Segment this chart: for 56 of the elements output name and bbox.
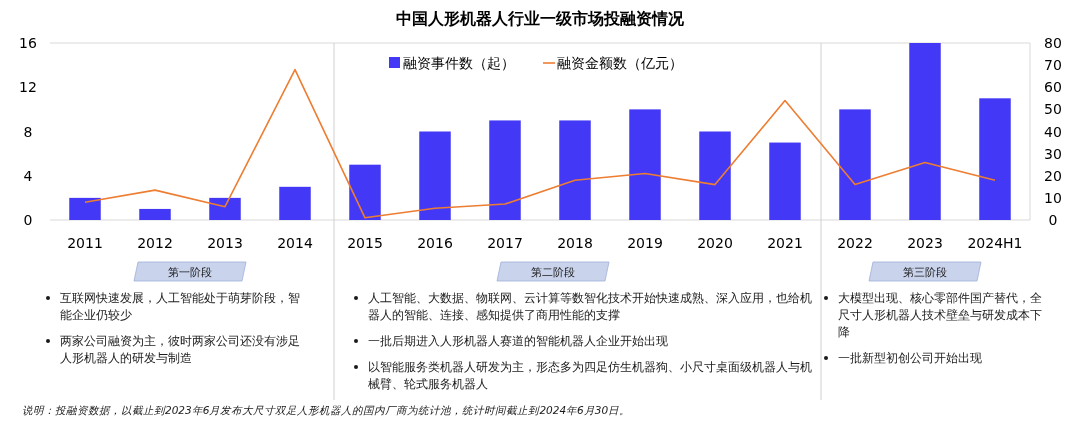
x-tick-label: 2017 <box>487 235 523 251</box>
x-tick-label: 2019 <box>627 235 663 251</box>
bar <box>139 208 171 220</box>
y2-tick-label: 40 <box>1044 123 1062 140</box>
y2-tick-label: 50 <box>1044 101 1062 118</box>
y-tick-label: 12 <box>19 79 37 96</box>
x-tick-label: 2021 <box>767 235 803 251</box>
y-tick-label: 16 <box>19 35 37 51</box>
bar <box>769 142 801 220</box>
text: 两家公司融资为主，彼时两家公司还没有涉足人形机器人的研发与制造 <box>60 334 300 365</box>
y2-tick-label: 70 <box>1044 57 1062 74</box>
y2-tick-label: 0 <box>1048 212 1058 228</box>
text: 以智能服务类机器人研发为主，形态多为四足仿生机器狗、小尺寸桌面级机器人与机械臂、轮式服务机器人 <box>368 360 812 391</box>
text: 互联网快速发展，人工智能处于萌芽阶段，智能企业仍较少 <box>60 291 300 322</box>
bar <box>209 197 241 220</box>
y2-tick-label: 30 <box>1044 145 1062 162</box>
legend-label: 融资金额数（亿元） <box>557 55 683 71</box>
y2-tick-label: 20 <box>1044 167 1062 184</box>
text: 第三阶段 <box>903 266 947 279</box>
x-tick-label: 2022 <box>837 235 873 251</box>
text: 第二阶段 <box>531 266 575 279</box>
x-tick-label: 2015 <box>347 235 383 251</box>
x-tick-label: 2011 <box>67 235 103 251</box>
y-tick-label: 4 <box>23 167 33 184</box>
x-tick-label: 2020 <box>697 235 733 251</box>
y-tick-label: 8 <box>23 123 33 140</box>
bar <box>629 109 661 220</box>
x-tick-label: 2018 <box>557 235 593 251</box>
legend-label: 融资事件数（起） <box>403 55 515 71</box>
x-tick-label: 2024H1 <box>967 235 1023 251</box>
text: 一批后期进入人形机器人赛道的智能机器人企业开始出现 <box>368 334 668 348</box>
bar <box>489 120 521 220</box>
x-tick-label: 2023 <box>907 235 943 251</box>
bar <box>909 43 941 220</box>
text: 大模型出现、核心零部件国产替代，全尺寸人形机器人技术壁垒与研发成本下降 <box>838 291 1042 339</box>
x-tick-label: 2014 <box>277 235 313 251</box>
x-tick-label: 2016 <box>417 235 453 251</box>
bar <box>699 131 731 220</box>
text: 说明：投融资数据，以截止到2023年6月发布大尺寸双足人形机器人的国内厂商为统计池，统计时间截止到2024年6月30日。 <box>22 404 631 416</box>
x-tick-label: 2012 <box>137 235 173 251</box>
text: 第一阶段 <box>168 266 212 279</box>
y2-tick-label: 10 <box>1044 189 1062 206</box>
y2-tick-label: 60 <box>1044 79 1062 96</box>
text: 人工智能、大数据、物联网、云计算等数智化技术开始快速成熟、深入应用，也给机器人的智能、连接、感知提供了商用性能的支撑 <box>368 291 812 322</box>
bar <box>69 197 101 220</box>
bar <box>839 109 871 220</box>
y2-tick-label: 80 <box>1044 35 1062 51</box>
bar <box>279 186 311 220</box>
chart-title: 中国人形机器人行业一级市场投融资情况 <box>396 9 685 28</box>
bar <box>979 98 1011 220</box>
x-tick-label: 2013 <box>207 235 243 251</box>
y-tick-label: 0 <box>23 212 33 228</box>
bar <box>419 131 451 220</box>
bar <box>349 164 381 220</box>
bar <box>559 120 591 220</box>
text: 一批新型初创公司开始出现 <box>838 351 982 365</box>
